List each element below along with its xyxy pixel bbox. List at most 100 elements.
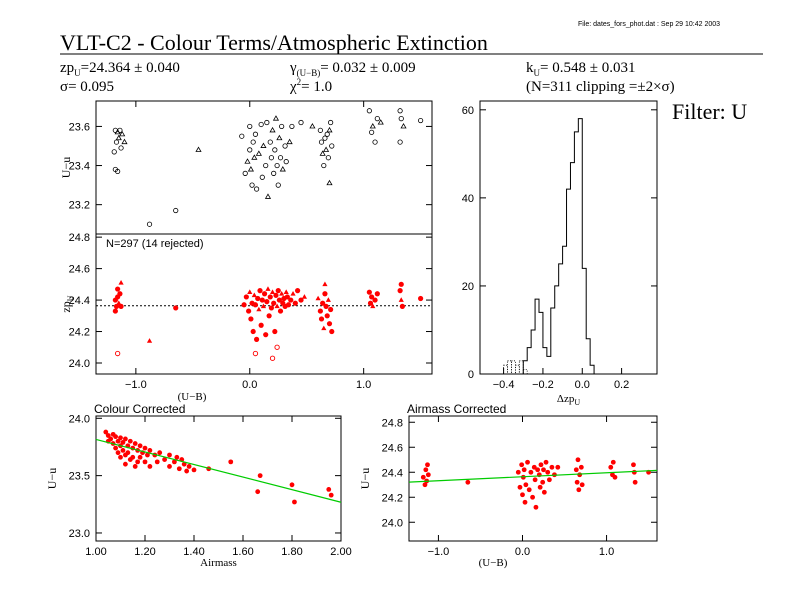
data-point [418, 117, 424, 124]
x-tick-label: −0.4 [493, 379, 515, 391]
data-point [326, 126, 333, 133]
data-point [322, 146, 330, 152]
data-point [533, 504, 539, 510]
data-point [132, 441, 138, 446]
data-point [259, 297, 265, 303]
zeropoint-stat: zpU=24.364 ± 0.040 [60, 60, 180, 78]
data-point [315, 295, 321, 301]
data-point [276, 297, 282, 303]
sigma-stat: σ= 0.095 [60, 79, 114, 95]
y-tick-label: 24.8 [382, 417, 403, 429]
y-tick-label: 24.0 [382, 517, 403, 529]
data-point [147, 464, 153, 469]
data-point [269, 126, 276, 133]
x-axis-label: (U−B) [479, 557, 508, 569]
data-point [277, 155, 284, 161]
rejected-bin [503, 364, 508, 375]
data-point [545, 469, 551, 475]
data-point [120, 439, 126, 445]
data-point [137, 443, 143, 449]
data-point [575, 457, 581, 463]
rejected-bin [507, 360, 512, 375]
data-point [258, 121, 264, 128]
y-tick-label: 40 [462, 193, 474, 205]
y-tick-label: 24.0 [69, 358, 90, 370]
data-point [398, 297, 404, 302]
data-point [328, 119, 334, 126]
data-point [132, 464, 138, 469]
data-point [174, 454, 180, 460]
data-point [273, 292, 279, 298]
data-point [242, 170, 248, 176]
data-point [108, 436, 114, 442]
data-point [525, 459, 530, 465]
data-point [120, 448, 126, 453]
data-point [244, 158, 251, 164]
data-point [118, 279, 124, 285]
y-tick-label: 24.6 [69, 264, 90, 276]
data-point [425, 462, 430, 468]
data-point [292, 499, 297, 505]
data-point [322, 291, 328, 297]
data-point [258, 322, 264, 328]
data-point [288, 297, 294, 303]
data-point [540, 479, 546, 485]
data-point [265, 286, 271, 291]
data-point [523, 482, 529, 488]
data-point [526, 487, 532, 493]
x-tick-label: 1.20 [134, 546, 155, 558]
data-point [115, 286, 121, 292]
data-point [326, 321, 333, 327]
data-point [610, 459, 616, 465]
y-tick-label: 60 [462, 105, 474, 117]
data-point [323, 303, 329, 309]
data-point [272, 328, 278, 335]
data-point [119, 130, 126, 137]
data-point [257, 288, 263, 294]
data-point [121, 138, 128, 145]
data-point [578, 464, 584, 470]
data-point [118, 145, 124, 151]
data-point [369, 123, 376, 129]
data-point [535, 467, 541, 473]
data-point [322, 281, 328, 287]
data-point [186, 464, 192, 469]
data-point [397, 108, 403, 114]
y-tick-label: 0 [468, 369, 474, 381]
x-tick-label: 0.0 [515, 546, 530, 558]
y-tick-label: 23.6 [69, 121, 90, 133]
rejected-bin [518, 360, 524, 375]
data-point [264, 193, 272, 199]
data-point [268, 155, 275, 161]
data-point [267, 139, 273, 145]
data-point [521, 467, 527, 473]
data-point [631, 469, 637, 475]
x-tick-label: 0.0 [242, 379, 257, 391]
data-point [425, 472, 431, 478]
data-point [243, 294, 249, 300]
data-point [519, 462, 525, 468]
data-point [275, 182, 281, 188]
data-point [321, 325, 327, 331]
charts: 23.2 23.4 23.6 U−u 24.0 24.2 24.4 24.6 24.8 −1.0 0… [45, 100, 658, 569]
x-axis-label: Airmass [200, 557, 237, 569]
airmass-corrected-panel: 24.0 24.2 24.4 24.6 24.8 −1.0 0.0 1.0 Airmass Co… [358, 402, 658, 569]
data-point [103, 429, 109, 435]
x-tick-label: 2.00 [330, 546, 351, 558]
data-point [247, 123, 253, 130]
rejected-point [274, 344, 280, 350]
data-point [253, 336, 260, 342]
data-point [252, 302, 259, 308]
data-point [632, 479, 638, 485]
data-point [260, 142, 267, 148]
data-point [318, 316, 325, 322]
raw-colour-panel: 23.2 23.4 23.6 U−u [59, 100, 433, 235]
data-point [114, 128, 121, 135]
rejected-point [252, 350, 259, 357]
x-tick-label: −1.0 [428, 546, 450, 558]
x-tick-label: 0.0 [575, 379, 590, 391]
file-note: File: dates_fors_phot.dat : Sep 29 10:42… [578, 21, 720, 28]
data-point [247, 289, 253, 295]
y-axis-label: U−u [45, 468, 59, 489]
data-point [250, 139, 256, 145]
